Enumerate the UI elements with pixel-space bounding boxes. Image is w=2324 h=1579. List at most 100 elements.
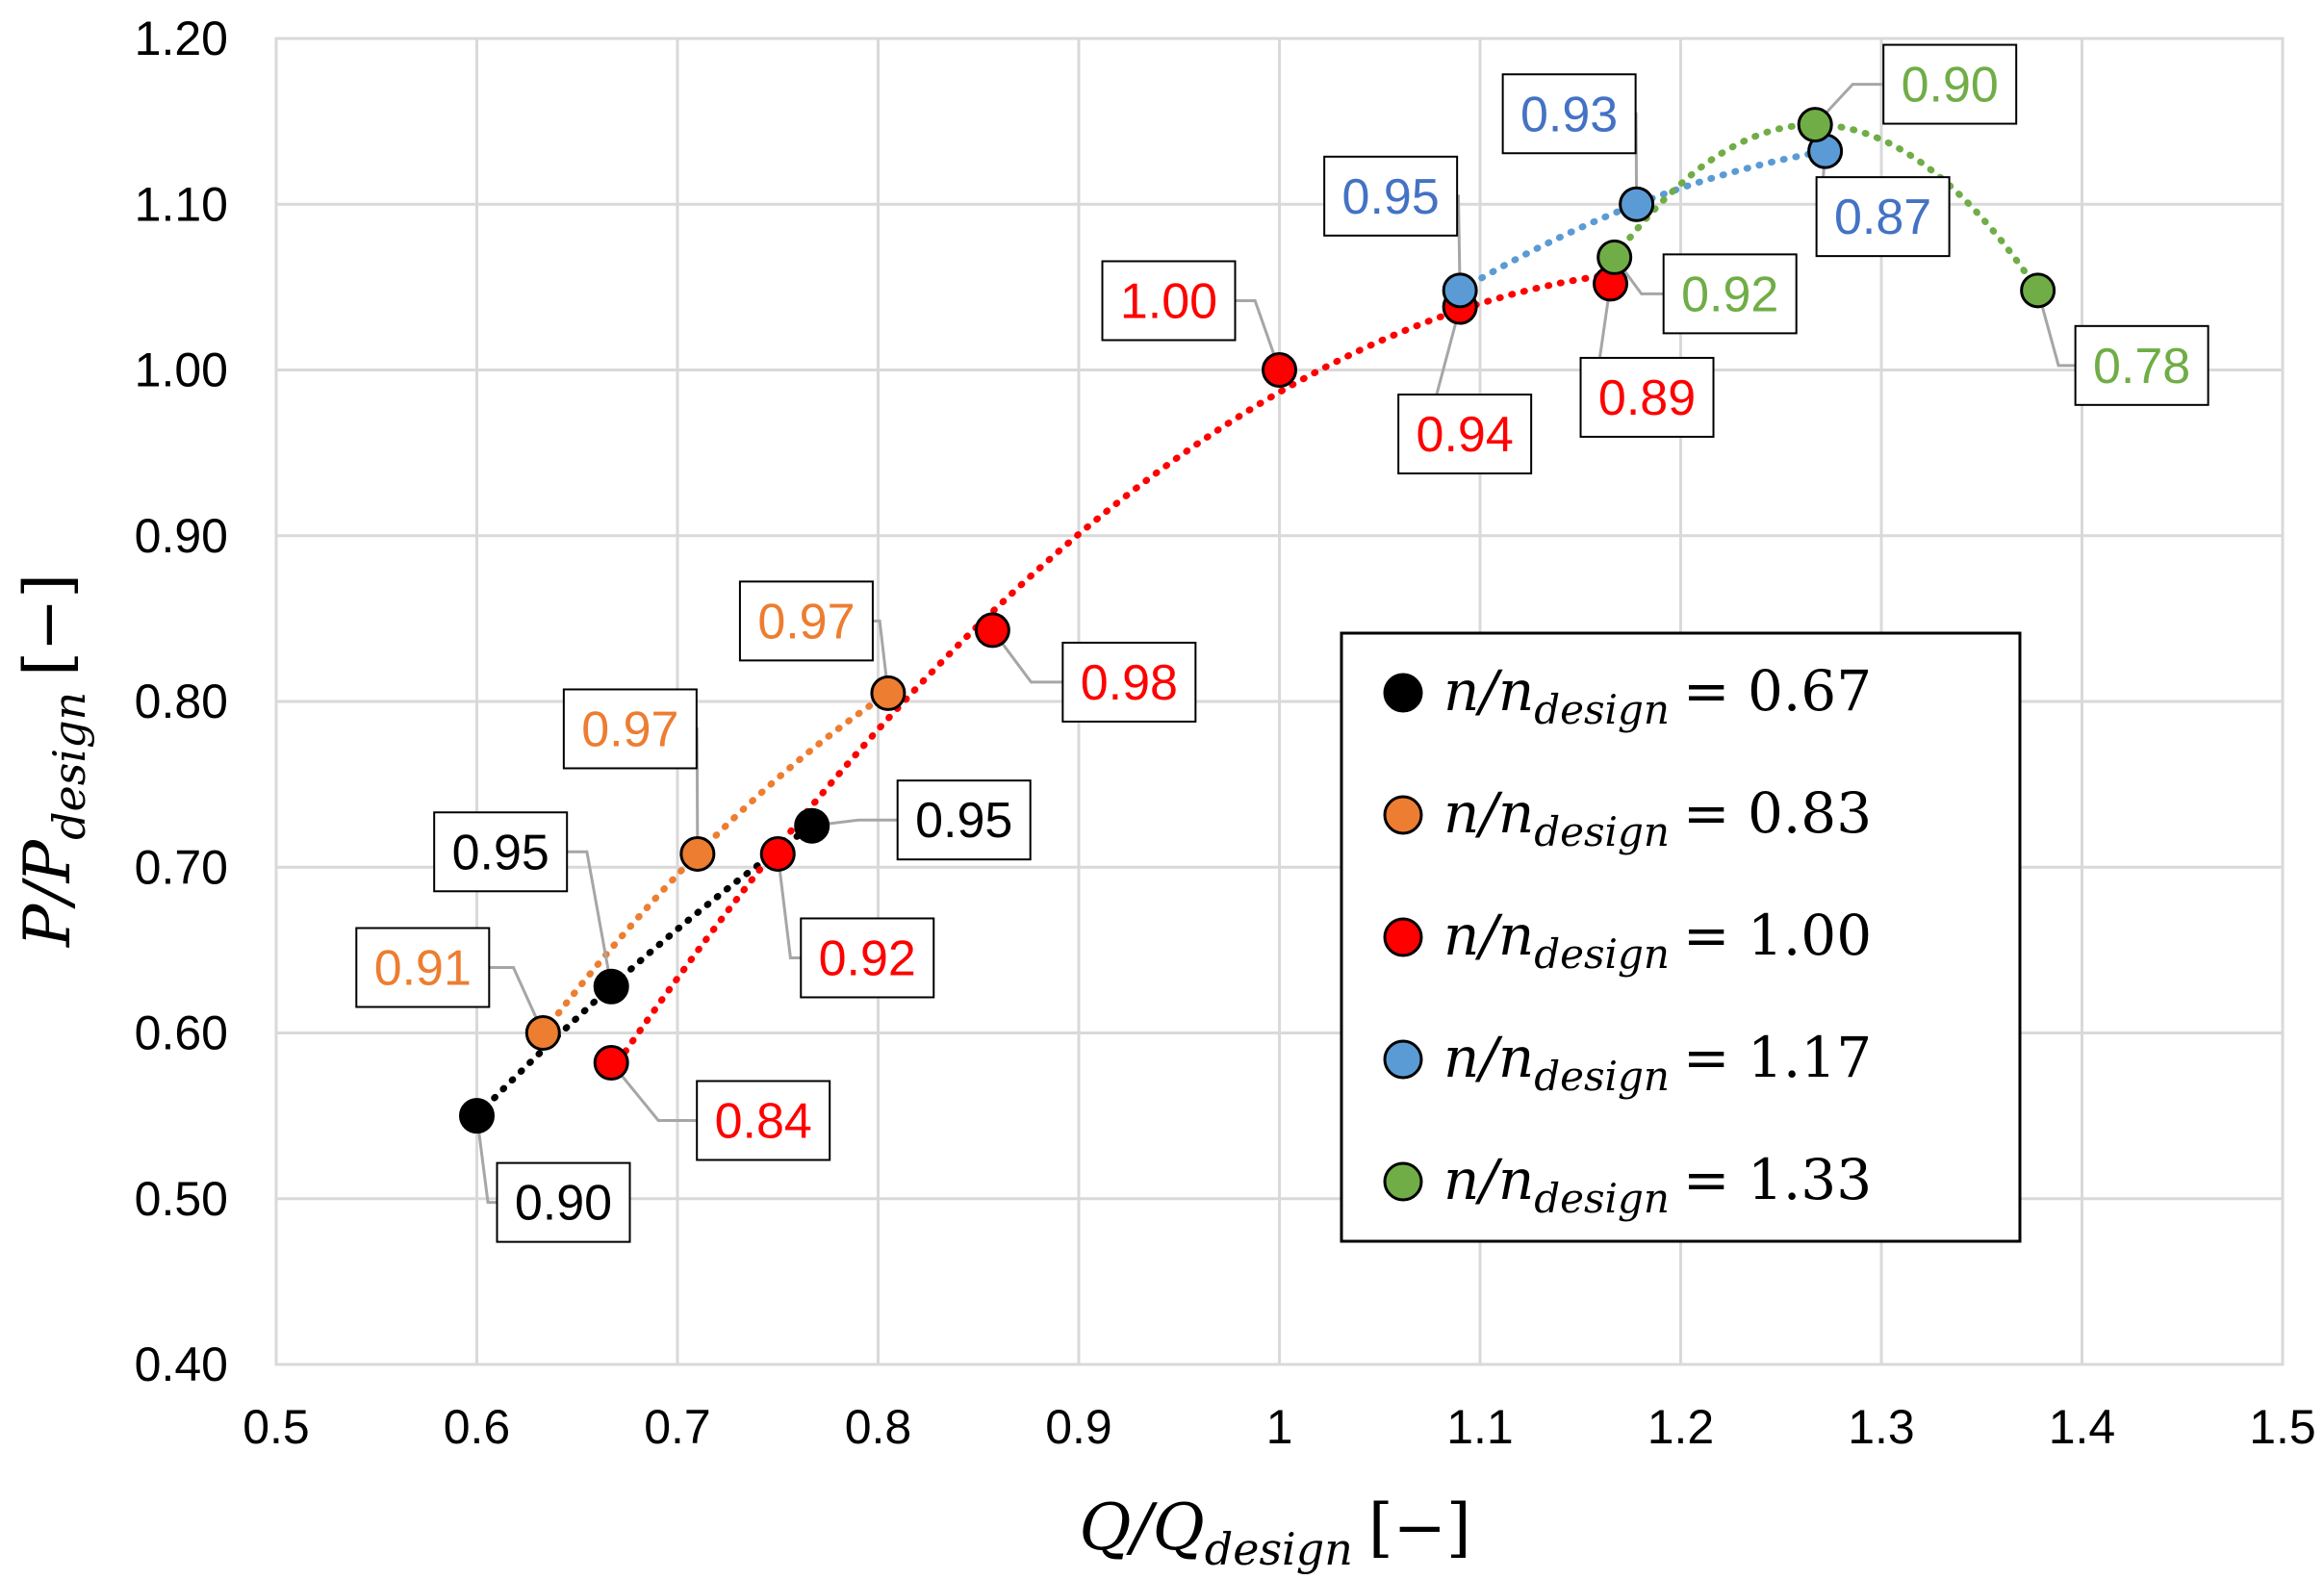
x-tick-label: 0.6 <box>444 1400 511 1454</box>
data-label: 0.98 <box>1081 655 1178 711</box>
legend-label-main: n/n <box>1443 903 1534 968</box>
label-leader-line <box>610 1061 698 1123</box>
data-point <box>870 675 907 711</box>
trendline-series-1 <box>473 822 816 1120</box>
data-point <box>1797 107 1833 143</box>
y-tick-label: 0.50 <box>135 1172 228 1226</box>
y-tick-label: 1.10 <box>135 177 228 231</box>
data-label: 0.90 <box>515 1176 612 1232</box>
data-label-box <box>1061 641 1197 723</box>
legend-label-sub: design <box>1534 1053 1670 1100</box>
label-leader-line <box>1814 83 1884 126</box>
x-tick-label: 1.5 <box>2249 1400 2316 1454</box>
data-label-box <box>696 1080 831 1161</box>
legend-marker <box>1383 1039 1423 1080</box>
y-axis-title-unit: [−] <box>11 573 85 676</box>
x-tick-label: 1 <box>1266 1400 1293 1454</box>
data-label: 0.89 <box>1598 370 1696 426</box>
data-label-box <box>562 688 698 770</box>
data-label-box <box>2074 324 2209 406</box>
data-label: 0.84 <box>715 1094 812 1150</box>
data-label-box <box>355 927 491 1008</box>
legend-label: n/ndesign = 0.67 <box>1443 658 1872 733</box>
data-point <box>794 807 830 844</box>
plot-area <box>274 37 2285 1366</box>
data-label: 0.92 <box>1681 267 1778 322</box>
data-label-box <box>1323 155 1459 237</box>
legend-marker <box>1383 1161 1423 1202</box>
data-label-box <box>800 917 935 999</box>
legend-label-main: n/n <box>1443 780 1534 846</box>
legend-label: n/ndesign = 1.17 <box>1443 1025 1872 1100</box>
legend-label-main: n/n <box>1443 1025 1534 1090</box>
x-axis-title-unit: [−] <box>1368 1490 1471 1565</box>
legend-marker <box>1383 917 1423 957</box>
ticks: 0.5 0.6 0.7 0.8 0.9 1 1.1 1.2 1.3 1.4 1.50.400.500… <box>135 12 2316 1454</box>
legend-label: n/ndesign = 1.00 <box>1443 903 1872 978</box>
data-label: 0.90 <box>1902 58 1999 114</box>
legend-label-value: = 1.33 <box>1683 1147 1872 1212</box>
data-label: 0.91 <box>374 941 472 997</box>
legend-label-main: n/n <box>1443 1147 1534 1212</box>
x-tick-label: 1.2 <box>1647 1400 1715 1454</box>
legend-label-value: = 1.00 <box>1683 903 1872 968</box>
x-tick-label: 0.7 <box>644 1400 711 1454</box>
x-tick-label: 1.1 <box>1446 1400 1514 1454</box>
label-leader-line <box>776 853 802 959</box>
x-axis-title-sub: design <box>1205 1523 1353 1575</box>
data-point <box>1442 272 1478 309</box>
label-leader-line <box>475 1115 498 1205</box>
label-leader-line <box>2036 290 2076 368</box>
y-axis-title-sub: design <box>43 692 95 840</box>
legend-marker <box>1383 795 1423 835</box>
data-label: 0.78 <box>2093 339 2190 395</box>
data-label-box <box>1882 43 2018 125</box>
data-label-box <box>738 580 874 662</box>
y-tick-label: 1.20 <box>135 12 228 65</box>
data-point <box>974 612 1010 649</box>
legend-box <box>1340 631 2022 1243</box>
data-label-box <box>1579 356 1715 438</box>
data-labels: 0.90 0.95 0.95 0.91 0.97 0.97 0.84 0.92 0.98 1.00… <box>355 43 2209 1243</box>
data-point <box>1596 239 1633 275</box>
data-label-box <box>1501 73 1637 155</box>
x-tick-label: 1.4 <box>2049 1400 2116 1454</box>
data-label: 1.00 <box>1120 274 1217 330</box>
legend-label: n/ndesign = 1.33 <box>1443 1147 1872 1222</box>
data-label: 0.95 <box>915 793 1012 849</box>
legend-label-sub: design <box>1534 930 1670 978</box>
data-point <box>593 968 629 1005</box>
data-point <box>459 1098 495 1134</box>
data-point <box>759 835 796 872</box>
data-label: 0.95 <box>452 825 549 880</box>
data-point <box>679 835 716 872</box>
label-leader-line <box>489 966 545 1034</box>
data-label-box <box>896 779 1032 861</box>
data-label: 0.97 <box>757 594 855 649</box>
data-label-box <box>1815 176 1951 258</box>
data-label: 0.94 <box>1417 407 1514 463</box>
data-point <box>593 1045 629 1082</box>
data-label: 0.93 <box>1520 87 1618 142</box>
legend-label-value: = 0.67 <box>1683 658 1872 724</box>
trendline-series-3 <box>607 270 1614 1076</box>
legend-label: n/ndesign = 0.83 <box>1443 780 1872 855</box>
legend-marker <box>1383 673 1423 713</box>
legend-label-value: = 1.17 <box>1683 1025 1872 1090</box>
label-leader-line <box>567 850 613 987</box>
data-label-box <box>1662 253 1798 335</box>
y-tick-label: 0.80 <box>135 675 228 728</box>
x-tick-label: 1.3 <box>1848 1400 1915 1454</box>
label-leader-line <box>1235 299 1281 370</box>
data-label-box <box>433 811 569 893</box>
legend-label-main: n/n <box>1443 658 1534 724</box>
x-tick-label: 0.9 <box>1045 1400 1112 1454</box>
x-axis-title: Q/Qdesign [−] <box>1079 1490 1470 1575</box>
y-tick-label: 0.90 <box>135 509 228 563</box>
data-label: 0.95 <box>1342 169 1440 225</box>
legend-label-sub: design <box>1534 1175 1670 1222</box>
data-label: 0.97 <box>581 701 678 757</box>
legend-label-value: = 0.83 <box>1683 780 1872 846</box>
label-leader-line <box>872 619 890 694</box>
